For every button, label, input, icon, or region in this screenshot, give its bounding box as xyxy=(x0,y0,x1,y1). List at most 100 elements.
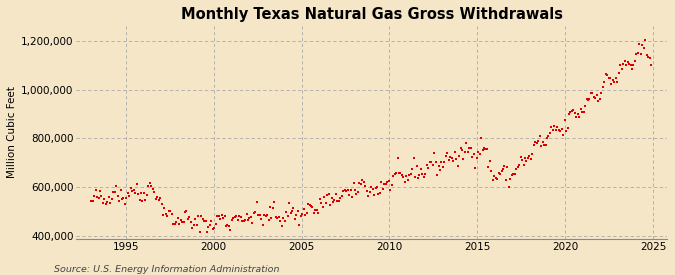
Point xyxy=(109,190,120,194)
Point xyxy=(93,196,104,200)
Point xyxy=(254,213,265,217)
Point xyxy=(637,43,647,47)
Point xyxy=(313,211,324,215)
Point xyxy=(470,166,481,171)
Point xyxy=(537,139,548,144)
Point xyxy=(331,192,342,196)
Point xyxy=(418,175,429,180)
Point xyxy=(389,172,400,176)
Point xyxy=(351,191,362,196)
Point xyxy=(294,222,304,227)
Point xyxy=(626,67,637,72)
Point xyxy=(102,200,113,204)
Point xyxy=(615,63,626,67)
Point xyxy=(396,173,407,177)
Point xyxy=(501,178,512,183)
Point xyxy=(471,155,482,160)
Point xyxy=(186,220,196,224)
Point xyxy=(272,215,283,220)
Point xyxy=(362,194,373,198)
Point xyxy=(599,79,610,84)
Point xyxy=(147,186,158,191)
Point xyxy=(395,170,406,175)
Point xyxy=(212,213,223,218)
Point xyxy=(556,127,567,131)
Point xyxy=(247,221,258,226)
Point xyxy=(133,192,144,197)
Point xyxy=(99,197,110,202)
Point xyxy=(96,194,107,199)
Point xyxy=(151,197,161,201)
Point xyxy=(234,214,244,218)
Point xyxy=(609,79,620,84)
Point xyxy=(266,216,277,220)
Point xyxy=(366,185,377,189)
Point xyxy=(467,155,478,160)
Point xyxy=(350,188,360,192)
Point xyxy=(603,76,614,81)
Point xyxy=(162,213,173,218)
Point xyxy=(165,209,176,213)
Point xyxy=(502,165,513,170)
Y-axis label: Million Cubic Feet: Million Cubic Feet xyxy=(7,86,17,178)
Point xyxy=(386,183,397,187)
Point xyxy=(219,214,230,219)
Point xyxy=(375,190,385,195)
Point xyxy=(583,98,593,102)
Point xyxy=(128,188,139,192)
Point xyxy=(206,219,217,223)
Point xyxy=(136,190,146,195)
Point xyxy=(159,206,170,210)
Point xyxy=(267,206,278,211)
Point xyxy=(437,165,448,170)
Point xyxy=(411,164,422,169)
Point xyxy=(371,185,382,189)
Point xyxy=(586,91,597,95)
Point xyxy=(332,199,343,204)
Point xyxy=(207,227,218,231)
Point xyxy=(370,185,381,190)
Point xyxy=(282,214,293,218)
Point xyxy=(304,202,315,207)
Point xyxy=(140,198,151,202)
Point xyxy=(385,188,396,192)
Point xyxy=(416,167,427,171)
Point xyxy=(451,157,462,161)
Point xyxy=(347,195,358,200)
Point xyxy=(407,167,418,171)
Point xyxy=(436,160,447,165)
Point xyxy=(420,172,431,176)
Point xyxy=(433,164,444,169)
Point xyxy=(203,224,214,229)
Point xyxy=(311,208,322,212)
Point xyxy=(630,59,641,63)
Point xyxy=(476,136,487,141)
Point xyxy=(326,196,337,200)
Point xyxy=(547,128,558,133)
Point xyxy=(181,209,192,213)
Point xyxy=(307,205,318,209)
Point xyxy=(287,209,298,214)
Point xyxy=(520,156,531,161)
Point xyxy=(497,166,508,171)
Point xyxy=(576,110,587,114)
Point xyxy=(398,175,409,180)
Point xyxy=(624,62,634,67)
Point xyxy=(477,147,488,152)
Point xyxy=(454,153,464,158)
Point xyxy=(340,187,350,192)
Point xyxy=(90,188,101,192)
Point xyxy=(191,223,202,227)
Point xyxy=(316,200,327,205)
Point xyxy=(169,221,180,226)
Point xyxy=(87,199,98,204)
Point xyxy=(382,180,393,184)
Point xyxy=(632,51,643,55)
Point xyxy=(432,173,443,177)
Point xyxy=(429,151,439,156)
Point xyxy=(572,112,583,116)
Point xyxy=(297,212,308,216)
Point xyxy=(275,219,286,223)
Point xyxy=(616,67,627,71)
Point xyxy=(635,52,646,56)
